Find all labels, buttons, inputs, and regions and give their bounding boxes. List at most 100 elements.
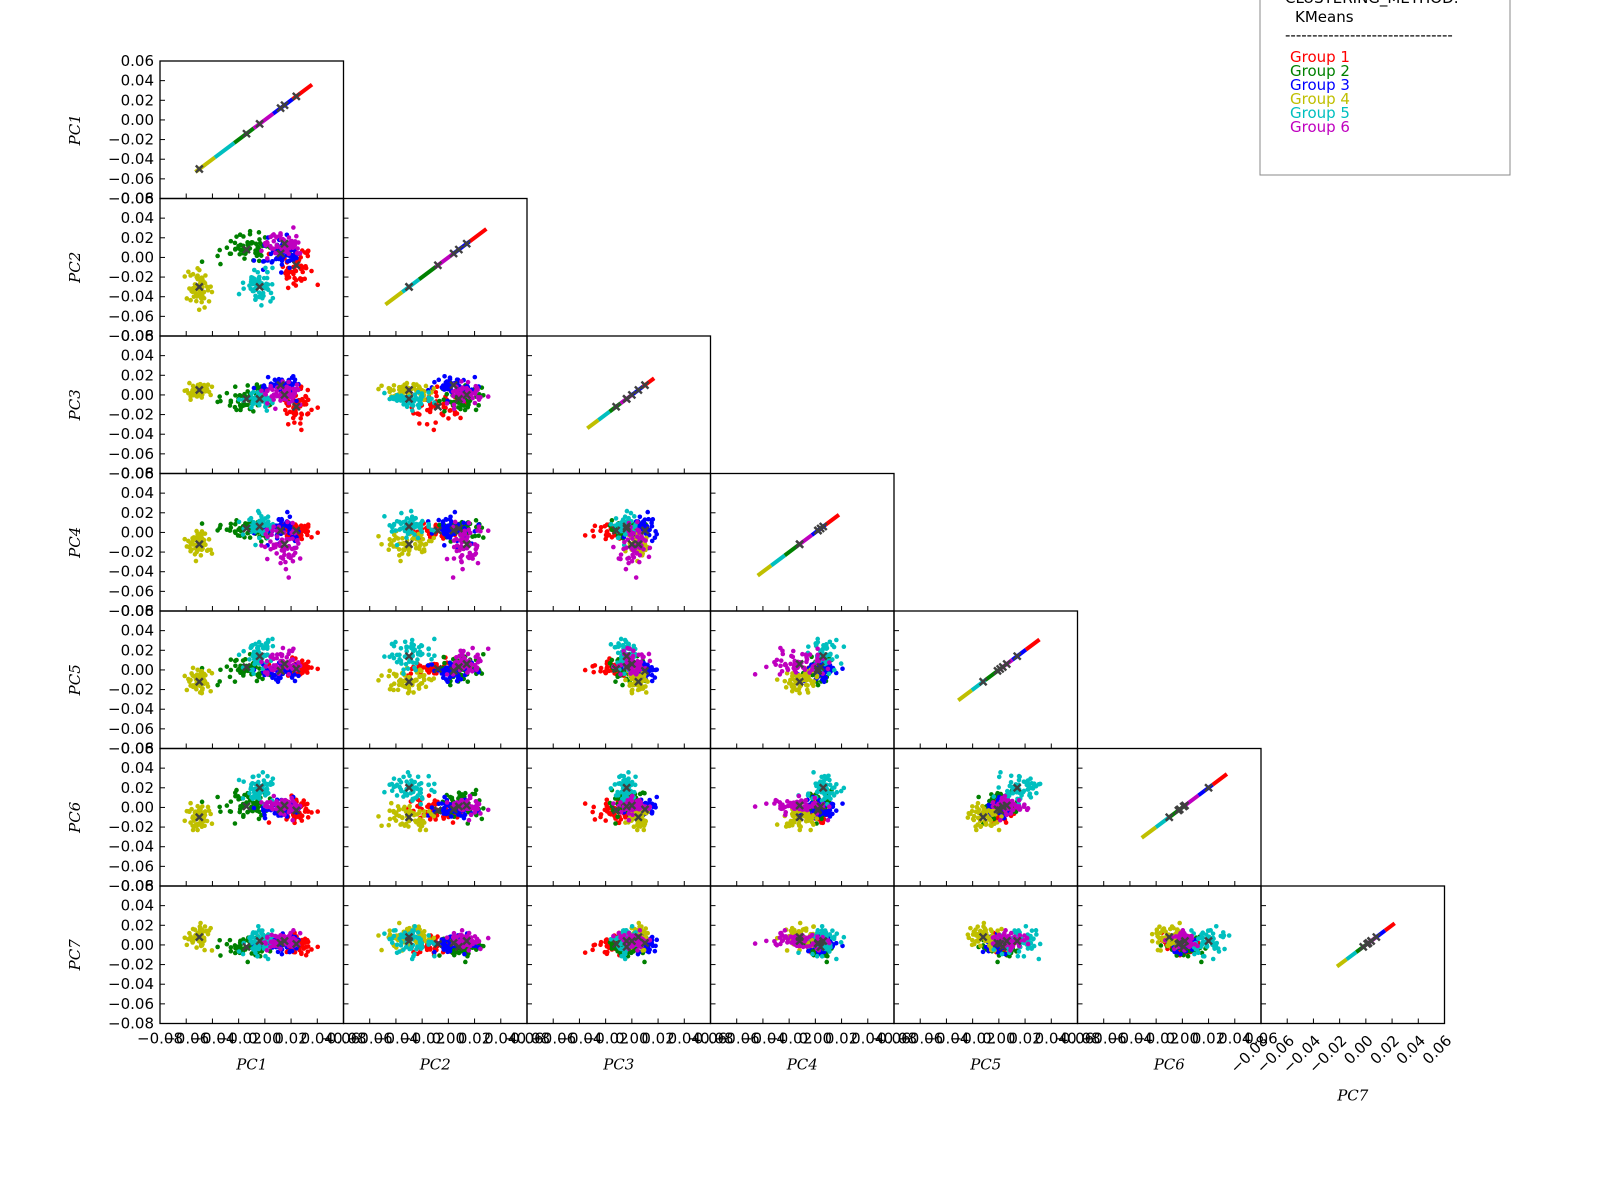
data-point [432, 636, 437, 642]
data-point [188, 273, 193, 278]
data-point [382, 514, 387, 519]
data-point [285, 259, 290, 264]
data-point [449, 795, 455, 801]
data-point [199, 259, 205, 264]
data-point [403, 661, 409, 667]
data-point [286, 400, 292, 406]
data-point [475, 652, 480, 658]
data-point [224, 664, 230, 669]
data-point [188, 800, 193, 806]
data-point [268, 386, 273, 391]
data-point [654, 794, 660, 800]
data-point [456, 790, 462, 796]
data-point [287, 265, 292, 271]
data-point [251, 258, 257, 263]
data-point [446, 416, 451, 421]
data-point [637, 552, 643, 558]
data-point [274, 242, 280, 248]
data-point [642, 517, 648, 522]
data-point [284, 655, 290, 660]
data-point [432, 789, 437, 795]
data-point [305, 253, 311, 259]
data-point [315, 282, 321, 288]
data-point [259, 248, 264, 254]
data-point [830, 642, 835, 648]
data-point [451, 556, 457, 561]
data-point [797, 690, 802, 696]
data-point [270, 265, 275, 271]
data-point [182, 388, 188, 394]
data-point [190, 665, 196, 671]
data-point [473, 799, 479, 804]
data-point [398, 558, 403, 564]
data-point [236, 519, 242, 525]
data-point [265, 637, 271, 643]
data-point [298, 263, 304, 269]
data-point [804, 673, 809, 679]
data-point [309, 268, 314, 274]
y-tick-label: 0.06 [121, 740, 154, 758]
centroid-marker [404, 394, 414, 404]
data-point [283, 566, 289, 572]
data-point [194, 686, 199, 692]
y-tick-label: −0.08 [108, 190, 154, 208]
data-point [217, 394, 222, 399]
data-point [391, 387, 396, 393]
data-point [473, 787, 479, 793]
data-point [236, 291, 242, 297]
data-point [305, 411, 310, 417]
data-point [616, 556, 622, 561]
data-point [302, 250, 308, 255]
data-point [643, 684, 648, 689]
data-point [259, 642, 264, 648]
data-point [182, 673, 188, 679]
data-point [824, 642, 829, 647]
data-point [401, 402, 406, 407]
panel-PC_4-vs-PC_3 [526, 472, 712, 612]
data-point [432, 781, 437, 787]
data-point [419, 643, 425, 649]
data-point [420, 796, 425, 802]
data-point [421, 547, 427, 552]
data-point [232, 658, 238, 664]
data-point [195, 276, 200, 281]
diagonal-segment-5 [597, 410, 611, 422]
data-point [800, 651, 805, 657]
centroid-marker [194, 282, 204, 292]
data-point [248, 515, 254, 521]
data-point [224, 245, 230, 251]
data-point [442, 373, 447, 379]
data-point [622, 539, 627, 545]
data-point [189, 288, 194, 294]
data-point [417, 674, 422, 680]
data-point [205, 287, 211, 293]
centroid-marker [404, 282, 414, 292]
data-point [264, 408, 270, 413]
data-point [391, 383, 397, 388]
y-tick-label: 0.00 [121, 111, 154, 129]
data-point [268, 782, 273, 788]
data-point [259, 517, 264, 522]
data-point [302, 525, 308, 530]
data-point [294, 233, 299, 239]
data-point [436, 517, 442, 523]
y-tick-label: 0.04 [121, 484, 154, 502]
panel-PC_5-vs-PC_2 [342, 610, 528, 750]
centroid-marker [611, 402, 621, 412]
data-point [452, 411, 458, 417]
data-point [653, 529, 658, 534]
data-point [459, 651, 465, 657]
data-point [415, 411, 421, 417]
diagonal-segment-1 [1024, 637, 1041, 652]
data-point [302, 802, 308, 807]
data-point [241, 814, 246, 820]
data-point [465, 398, 471, 404]
data-point [232, 522, 238, 527]
data-point [439, 385, 445, 390]
data-point [408, 508, 414, 514]
data-point [410, 798, 415, 803]
data-point [620, 682, 625, 688]
data-point [297, 556, 303, 561]
data-point [209, 551, 215, 556]
data-point [426, 398, 432, 404]
